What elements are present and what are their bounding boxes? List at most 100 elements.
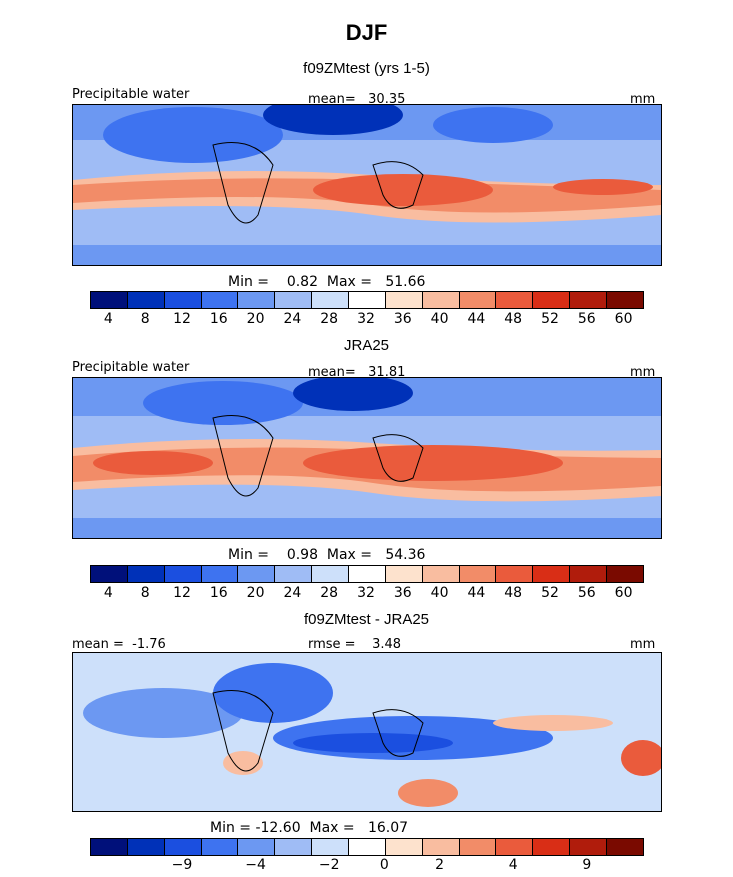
- colorbar-tick-label: 52: [541, 585, 559, 601]
- colorbar-swatch: [459, 292, 497, 308]
- colorbar-swatch: [238, 292, 276, 308]
- colorbar-tick-label: 16: [209, 585, 228, 601]
- panel2-center-label: mean= 31.81: [308, 365, 406, 380]
- colorbar-swatch: [164, 566, 202, 582]
- colorbar-tick-label: 40: [430, 311, 449, 327]
- colorbar-swatch: [91, 839, 128, 855]
- colorbar-swatch: [201, 566, 239, 582]
- colorbar-swatch: [349, 292, 386, 308]
- colorbar-tick-label: 36: [393, 311, 412, 327]
- colorbar-swatch: [385, 839, 423, 855]
- figure-title: DJF: [345, 20, 388, 45]
- colorbar-tick-label: 36: [393, 585, 412, 601]
- colorbar-tick-label: 28: [320, 311, 339, 327]
- colorbar-swatch: [349, 839, 386, 855]
- panel2-map: [72, 377, 662, 539]
- colorbar-tick-label: 48: [504, 311, 523, 327]
- colorbar-swatch: [570, 839, 608, 855]
- colorbar-swatch: [459, 566, 497, 582]
- colorbar-tick-label: 16: [209, 311, 228, 327]
- colorbar-swatch: [570, 566, 608, 582]
- colorbar-tick-label: 52: [541, 311, 559, 327]
- colorbar-swatch: [607, 566, 643, 582]
- colorbar-tick-label: 9: [582, 857, 592, 873]
- panel2-minmax: Min = 0.98 Max = 54.36: [228, 547, 426, 563]
- colorbar-tick-label: −4: [245, 857, 266, 873]
- panel2-right-label: mm: [630, 365, 656, 380]
- colorbar-swatch: [570, 292, 608, 308]
- colorbar-swatch: [349, 566, 386, 582]
- panel2-left-label: Precipitable water: [72, 360, 190, 375]
- colorbar-swatch: [459, 839, 497, 855]
- colorbar-swatch: [164, 292, 202, 308]
- colorbar-tick-label: 60: [614, 585, 633, 601]
- colorbar-swatch: [312, 839, 350, 855]
- colorbar-swatch: [533, 839, 571, 855]
- colorbar-swatch: [91, 566, 128, 582]
- colorbar-tick-label: 4: [103, 585, 113, 601]
- panel3-colorbar-ticks: −9 −4 −2 0 2 4 9: [90, 857, 642, 875]
- panel1-left-label: Precipitable water: [72, 87, 190, 102]
- colorbar-swatch: [385, 292, 423, 308]
- colorbar-tick-label: 20: [246, 585, 265, 601]
- colorbar-tick-label: 44: [467, 585, 486, 601]
- panel1-map: [72, 104, 662, 266]
- colorbar-tick-label: 24: [283, 585, 302, 601]
- colorbar-swatch: [91, 292, 128, 308]
- colorbar-swatch: [533, 566, 571, 582]
- colorbar-swatch: [238, 839, 276, 855]
- colorbar-tick-label: 32: [357, 585, 375, 601]
- colorbar-tick-label: 40: [430, 585, 449, 601]
- colorbar-swatch: [201, 839, 239, 855]
- colorbar-tick-label: 12: [173, 585, 191, 601]
- colorbar-swatch: [496, 839, 534, 855]
- colorbar-swatch: [607, 292, 643, 308]
- panel1-colorbar-ticks: 4 8 12 16 20 24 28 32 36 40 44 48 52 56 60: [90, 311, 642, 329]
- colorbar-swatch: [385, 566, 423, 582]
- panel1-center-label: mean= 30.35: [308, 92, 406, 107]
- colorbar-tick-label: 32: [357, 311, 375, 327]
- colorbar-swatch: [422, 839, 460, 855]
- panel3-left-label: mean = -1.76: [72, 637, 166, 652]
- panel3-subtitle: f09ZMtest - JRA25: [303, 611, 430, 628]
- panel3-map: [72, 652, 662, 812]
- colorbar-tick-label: 56: [577, 585, 596, 601]
- colorbar-tick-label: 4: [508, 857, 518, 873]
- colorbar-tick-label: 12: [173, 311, 191, 327]
- colorbar-swatch: [201, 292, 239, 308]
- colorbar-tick-label: 24: [283, 311, 302, 327]
- colorbar-swatch: [127, 839, 165, 855]
- colorbar-swatch: [607, 839, 643, 855]
- colorbar-tick-label: −2: [318, 857, 340, 873]
- panel3-colorbar: [90, 838, 644, 856]
- panel2-colorbar-ticks: 4 8 12 16 20 24 28 32 36 40 44 48 52 56 60: [90, 585, 642, 603]
- colorbar-tick-label: 4: [103, 311, 113, 327]
- colorbar-tick-label: 48: [504, 585, 523, 601]
- colorbar-swatch: [164, 839, 202, 855]
- colorbar-tick-label: 0: [379, 857, 389, 873]
- colorbar-swatch: [496, 292, 534, 308]
- colorbar-swatch: [275, 292, 313, 308]
- colorbar-tick-label: 2: [435, 857, 445, 873]
- colorbar-tick-label: −9: [171, 857, 193, 873]
- colorbar-tick-label: 8: [140, 311, 150, 327]
- panel1-subtitle: f09ZMtest (yrs 1-5): [303, 60, 430, 77]
- panel1-minmax: Min = 0.82 Max = 51.66: [228, 274, 426, 290]
- panel2-subtitle: JRA25: [343, 337, 390, 354]
- colorbar-swatch: [422, 292, 460, 308]
- colorbar-swatch: [275, 566, 313, 582]
- panel1-right-label: mm: [630, 92, 656, 107]
- panel3-center-label: rmse = 3.48: [308, 637, 402, 652]
- panel2-colorbar: [90, 565, 644, 583]
- panel1-colorbar: [90, 291, 644, 309]
- colorbar-swatch: [127, 292, 165, 308]
- colorbar-swatch: [496, 566, 534, 582]
- panel3-right-label: mm: [630, 637, 656, 652]
- colorbar-tick-label: 60: [614, 311, 633, 327]
- colorbar-swatch: [422, 566, 460, 582]
- colorbar-swatch: [312, 292, 350, 308]
- colorbar-tick-label: 56: [577, 311, 596, 327]
- colorbar-tick-label: 8: [140, 585, 150, 601]
- colorbar-swatch: [533, 292, 571, 308]
- colorbar-tick-label: 20: [246, 311, 265, 327]
